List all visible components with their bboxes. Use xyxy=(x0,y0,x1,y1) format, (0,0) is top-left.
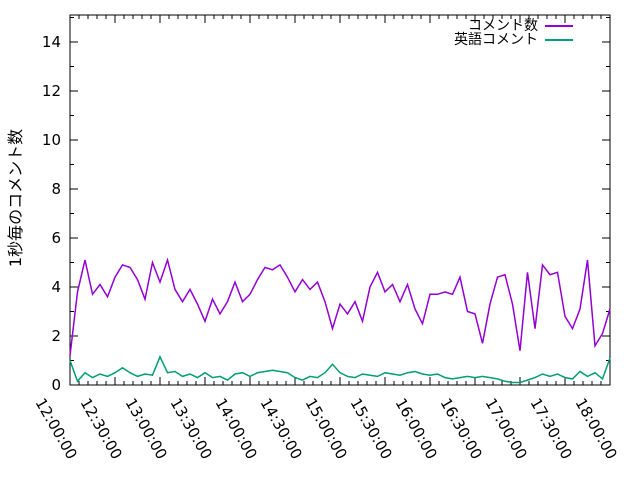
y-tick-labels: 0 2 4 6 8 10 12 14 xyxy=(42,33,61,394)
x-tick-labels: 12:00:0012:30:0013:00:0013:30:0014:00:00… xyxy=(32,395,621,462)
x-tick-label: 13:00:00 xyxy=(122,395,171,462)
axis-ticks xyxy=(69,15,611,386)
x-tick-label: 14:00:00 xyxy=(212,395,261,462)
legend: コメント数 英語コメント xyxy=(0,19,573,47)
x-tick-label: 13:30:00 xyxy=(167,395,216,462)
x-tick-label: 14:30:00 xyxy=(257,395,306,462)
y-tick-label: 4 xyxy=(51,278,61,296)
y-tick-label: 2 xyxy=(51,327,61,345)
y-tick-label: 12 xyxy=(42,82,61,100)
x-tick-label: 12:00:00 xyxy=(32,395,81,462)
x-tick-label: 17:30:00 xyxy=(527,395,576,462)
x-tick-label: 12:30:00 xyxy=(77,395,126,462)
x-tick-label: 16:30:00 xyxy=(437,395,486,462)
legend-line-sample-comment-count xyxy=(545,25,573,27)
series-line-english-comments xyxy=(69,354,611,384)
plot-border xyxy=(69,14,611,386)
legend-label-comment-count: コメント数 xyxy=(468,18,538,34)
y-axis-label: 1秒毎のコメント数 xyxy=(6,128,25,268)
y-tick-label: 10 xyxy=(42,131,61,149)
x-tick-label: 15:00:00 xyxy=(302,395,351,462)
legend-label-english-comments: 英語コメント xyxy=(454,32,538,48)
y-tick-label: 6 xyxy=(51,229,61,247)
x-tick-label: 16:00:00 xyxy=(392,395,441,462)
legend-line-sample-english-comments xyxy=(545,39,573,41)
x-tick-label: 18:00:00 xyxy=(572,395,621,462)
y-tick-label: 14 xyxy=(42,33,61,51)
x-tick-label: 15:30:00 xyxy=(347,395,396,462)
legend-entry-english-comments: 英語コメント xyxy=(0,33,573,47)
legend-entry-comment-count: コメント数 xyxy=(0,19,573,33)
y-tick-label: 8 xyxy=(51,180,61,198)
y-tick-label: 0 xyxy=(51,376,61,394)
series-line-comment-count xyxy=(69,257,611,356)
x-tick-label: 17:00:00 xyxy=(482,395,531,462)
